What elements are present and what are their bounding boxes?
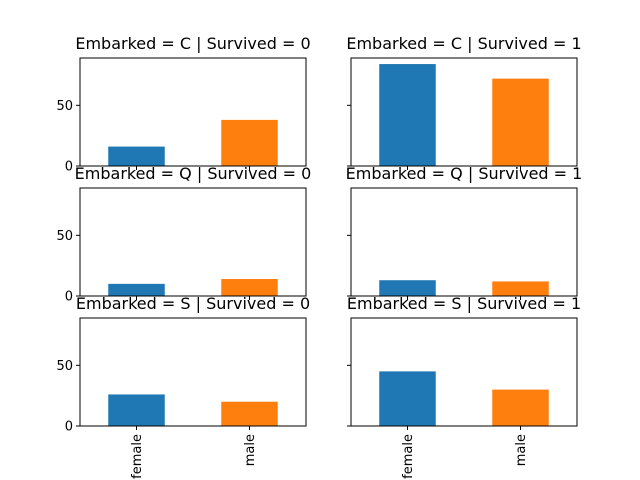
bar-female <box>108 146 165 166</box>
axes-frame <box>350 317 578 427</box>
bar-male <box>492 281 549 296</box>
axes-frame <box>350 57 578 167</box>
bar-female <box>379 371 436 426</box>
subplot-title: Embarked = C | Survived = 1 <box>346 34 581 53</box>
subplot-title: Embarked = Q | Survived = 0 <box>75 164 312 183</box>
x-tick-label-female: female <box>401 434 416 479</box>
y-tick-label: 50 <box>56 359 73 374</box>
bar-female <box>379 64 436 166</box>
subplot-1: 0 50 Embarked = C | Survived = 0 <box>56 34 310 175</box>
y-tick-label: 0 <box>65 290 73 305</box>
x-tick-label-male: male <box>243 434 258 466</box>
y-tick-label: 50 <box>56 99 73 114</box>
subplot-6: female male Embarked = S | Survived = 1 <box>347 294 581 479</box>
bar-male <box>492 78 549 166</box>
subplot-title: Embarked = S | Survived = 0 <box>76 294 310 313</box>
bar-female <box>108 283 165 296</box>
bar-male <box>221 401 278 426</box>
x-tick-label-female: female <box>130 434 145 479</box>
subplot-2: Embarked = C | Survived = 1 <box>346 34 582 170</box>
x-tick-label-male: male <box>514 434 529 466</box>
bar-female <box>379 280 436 296</box>
subplot-title: Embarked = S | Survived = 1 <box>347 294 581 313</box>
axes-frame <box>350 187 578 297</box>
subplot-3: 0 50 Embarked = Q | Survived = 0 <box>56 164 311 305</box>
axes-frame <box>79 187 307 297</box>
bar-male <box>221 119 278 166</box>
subplot-4: Embarked = Q | Survived = 1 <box>346 164 583 300</box>
y-tick-label: 0 <box>65 160 73 175</box>
subplot-title: Embarked = Q | Survived = 1 <box>346 164 583 183</box>
y-tick-label: 0 <box>65 420 73 435</box>
subplot-5: 0 50 female male Embarked = S | Survived = 0 <box>56 294 310 479</box>
bar-male <box>221 279 278 296</box>
subplot-title: Embarked = C | Survived = 0 <box>75 34 310 53</box>
y-tick-label: 50 <box>56 229 73 244</box>
bar-female <box>108 394 165 426</box>
axes-frame <box>79 57 307 167</box>
axes-frame <box>79 317 307 427</box>
bar-male <box>492 389 549 426</box>
